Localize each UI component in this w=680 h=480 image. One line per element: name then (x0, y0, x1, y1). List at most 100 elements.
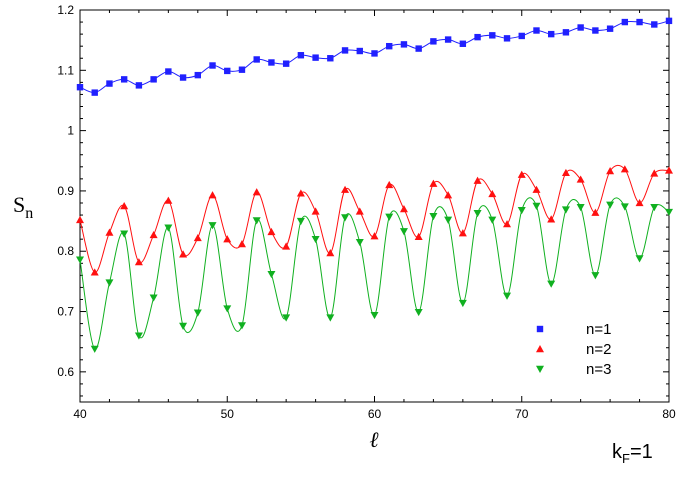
series-n3-point (635, 255, 644, 263)
series-n1-point (120, 76, 128, 83)
series-n2-point (208, 191, 217, 199)
series-n3-point (208, 222, 217, 230)
series-n3-point (458, 299, 467, 308)
series-n2-point (164, 196, 173, 204)
series-n1-point (386, 42, 393, 50)
series-n3-point (282, 314, 291, 322)
series-n1-point (474, 33, 481, 41)
series-n3-point (517, 207, 526, 215)
series-n3-point (355, 238, 364, 247)
series-n1-point (444, 36, 452, 43)
series-n2-point (252, 188, 261, 196)
series-n3-point (444, 216, 453, 224)
series-n1-point (238, 66, 246, 73)
series-n3-point (134, 332, 143, 340)
series-n1-point (76, 83, 84, 91)
series-n3-curve (79, 197, 670, 350)
series-n2-point (620, 165, 629, 173)
y-axis-title-subscript: n (25, 205, 33, 222)
y-tick-label: 1.2 (57, 3, 74, 17)
series-n1-point (400, 41, 408, 48)
series-n1-point (106, 80, 113, 87)
series-n3-point (252, 217, 261, 225)
series-n1-point (636, 18, 643, 26)
series-n2-point (458, 229, 467, 237)
y-tick-label: 1 (67, 124, 74, 138)
legend-label-n2: n=2 (586, 341, 611, 358)
series-n1-point (356, 47, 363, 55)
series-n2-point (385, 180, 394, 189)
series-n3-point (267, 270, 276, 279)
series-n1-point (606, 25, 614, 32)
series-n3-point (223, 305, 232, 313)
series-n2-point (444, 191, 453, 199)
series-n2-point (223, 235, 232, 243)
series-n2-point (120, 202, 129, 210)
series-n1-point (430, 38, 437, 45)
series-n2-point (179, 250, 188, 258)
series-n2-point (488, 189, 497, 198)
series-n3-point (149, 294, 158, 302)
series-n2-point (237, 239, 246, 248)
annotation-tail: =1 (630, 441, 653, 463)
series-n1-point (194, 71, 201, 79)
series-n3-point (76, 256, 84, 264)
series-n3-point (591, 272, 600, 280)
series-n1-point (135, 82, 143, 89)
series-n3-point (370, 311, 379, 320)
series-n3-point (105, 279, 114, 287)
x-tick-label: 50 (221, 407, 235, 421)
x-tick-label: 70 (515, 407, 529, 421)
series-n2-point (429, 179, 438, 187)
series-n1-point (179, 74, 187, 81)
series-n2-point (561, 168, 570, 177)
series-n1-point (91, 89, 98, 96)
series-n1-point (577, 24, 584, 31)
series-n3-point (385, 213, 394, 221)
series-n2-point (355, 207, 364, 215)
series-n3-point (237, 322, 246, 330)
series-n2-point (517, 170, 526, 178)
corner-annotation: kF=1 (612, 441, 653, 466)
series-n1-point (562, 29, 570, 36)
series-n1-point (371, 50, 378, 57)
series-n3-point (326, 314, 335, 322)
series-n3-point (311, 235, 320, 244)
series-n1-point (224, 67, 231, 75)
series-n2-point (547, 215, 556, 223)
series-n3-point (399, 228, 408, 236)
series-n1-point (459, 40, 467, 47)
series-n1-point (282, 60, 290, 67)
series-n3-point (120, 230, 129, 238)
series-n3-point (296, 217, 305, 226)
series-n2-point (326, 249, 335, 257)
legend-label-n1: n=1 (586, 321, 611, 338)
series-n1-point (165, 68, 172, 75)
y-tick-label: 0.8 (57, 244, 74, 258)
series-n2-point (650, 169, 659, 177)
series-n2-point (105, 228, 114, 236)
series-n2-point (414, 232, 423, 240)
x-tick-label: 60 (368, 407, 382, 421)
ticks-layer: 40 50 60 70 80 0.6 0.7 0.8 0.9 1 1.1 1.2 (57, 3, 676, 421)
series-n1-point (268, 59, 275, 66)
series-n2-point (282, 242, 291, 250)
series-n2-point (665, 166, 673, 174)
series-n3-point (429, 213, 438, 221)
series-n3-point (414, 308, 423, 317)
series-n2-point (473, 176, 482, 184)
series-n1-point (415, 45, 422, 52)
y-tick-label: 0.7 (57, 305, 74, 319)
series-n1-point (489, 32, 496, 39)
series-n1-point (150, 76, 157, 83)
series-n2-point (503, 220, 512, 228)
series-n3-point (665, 208, 673, 217)
series-n2-point (591, 208, 600, 216)
series-n2-point (311, 207, 320, 215)
series-n2-point (635, 198, 644, 207)
series-n2-point (149, 230, 158, 239)
series-n1-point (312, 54, 319, 61)
series-n3-point (606, 201, 615, 209)
series-n1-point (327, 55, 334, 62)
